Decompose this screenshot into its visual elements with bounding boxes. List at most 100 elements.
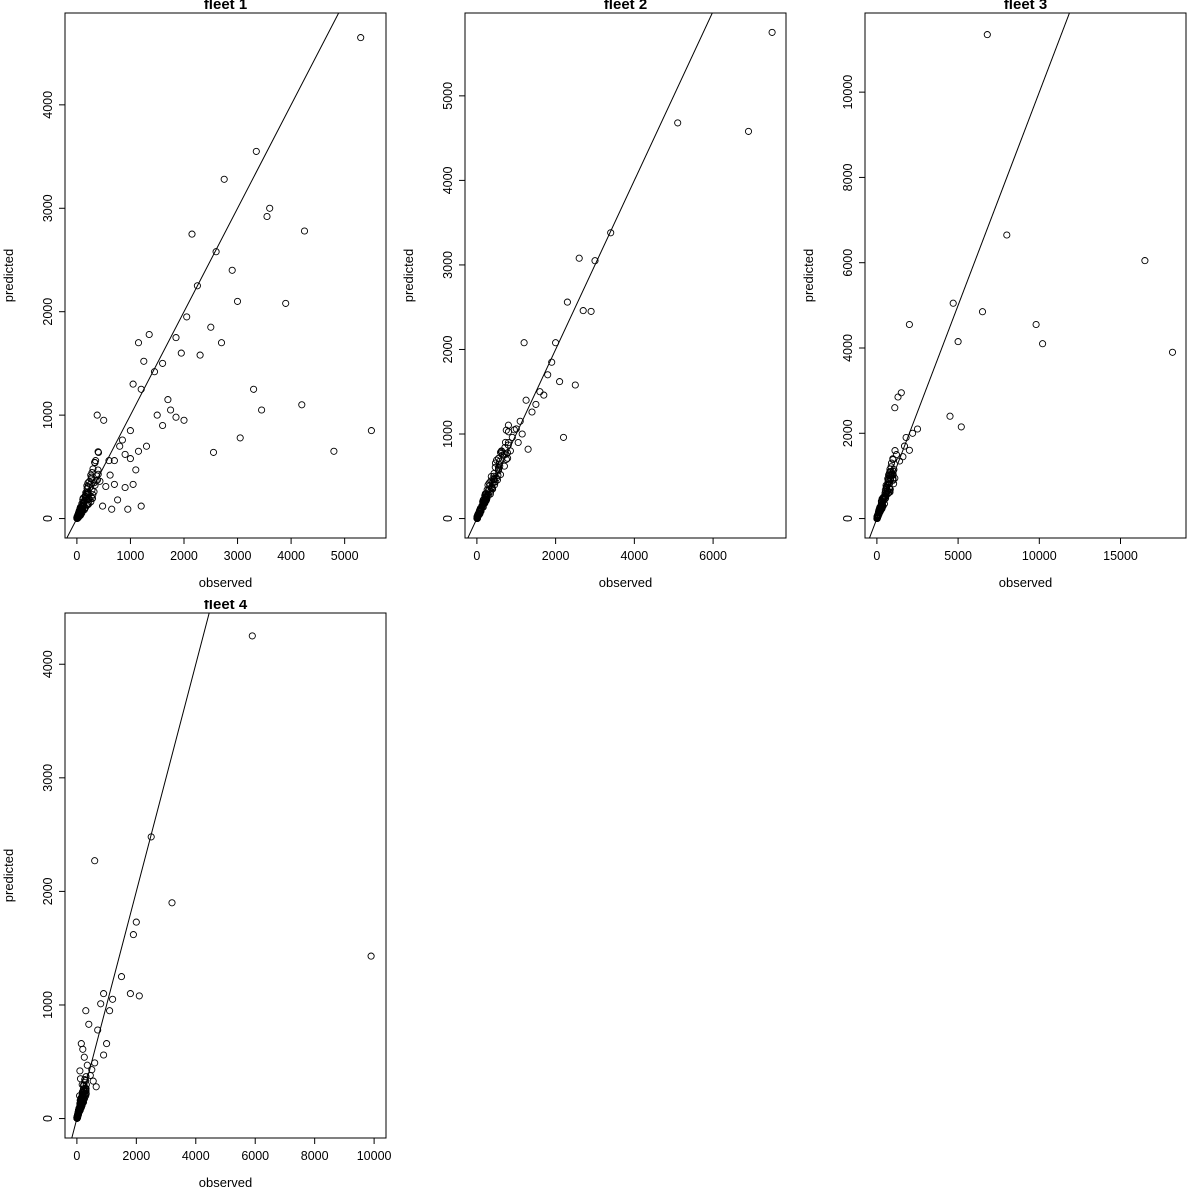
data-point: [88, 486, 96, 494]
plot-title: fleet 4: [204, 600, 248, 613]
data-point: [147, 833, 155, 841]
y-axis-label: predicted: [1, 249, 16, 302]
data-point: [1039, 340, 1047, 348]
data-point: [479, 496, 487, 504]
y-tick-label: 0: [41, 515, 55, 522]
x-tick-label: 10000: [1022, 549, 1057, 563]
y-tick-label: 4000: [41, 91, 55, 119]
data-point: [116, 442, 124, 450]
data-point: [544, 371, 552, 379]
y-tick-label: 6000: [841, 249, 855, 277]
data-point: [248, 632, 256, 640]
x-tick-label: 5000: [944, 549, 972, 563]
x-tick-label: 15000: [1103, 549, 1138, 563]
data-point: [506, 447, 514, 455]
data-point: [89, 1077, 97, 1085]
x-tick-label: 0: [73, 549, 80, 563]
data-point: [520, 339, 528, 347]
x-tick-label: 0: [473, 549, 480, 563]
data-point: [508, 433, 516, 441]
data-point: [87, 471, 95, 479]
y-axis-label: predicted: [401, 249, 416, 302]
data-point: [80, 1082, 88, 1090]
data-point: [367, 427, 375, 435]
y-axis-label: predicted: [1, 849, 16, 902]
x-tick-label: 10000: [357, 1149, 392, 1163]
scatter-plot-fleet-1: 0 1000 2000 3000 4000 5000 0 1000 2000 3000 4000 fl…: [1, 0, 387, 590]
y-tick-label: 2000: [41, 298, 55, 326]
data-point: [890, 480, 898, 488]
data-point: [92, 477, 100, 485]
x-axis-label: observed: [599, 575, 652, 590]
y-tick-label: 1000: [441, 420, 455, 448]
x-tick-label: 6000: [699, 549, 727, 563]
data-point: [77, 1040, 85, 1048]
data-point: [85, 1020, 93, 1028]
data-points: [873, 31, 1177, 523]
x-tick-label: 4000: [620, 549, 648, 563]
data-point: [172, 413, 180, 421]
data-point: [168, 899, 176, 907]
data-point: [493, 456, 501, 464]
data-point: [882, 492, 890, 500]
data-point: [483, 495, 491, 503]
data-point: [134, 447, 143, 455]
data-point: [905, 446, 913, 454]
data-point: [94, 448, 103, 457]
data-point: [1141, 257, 1149, 265]
data-point: [518, 430, 526, 438]
panel-fleet-2: 0 2000 4000 6000 0 1000 2000 3000 4000 5000 fleet …: [400, 0, 800, 600]
scatter-plot-fleet-2: 0 2000 4000 6000 0 1000 2000 3000 4000 5000 fleet …: [401, 0, 787, 590]
data-point: [552, 339, 560, 347]
data-point: [103, 1040, 111, 1048]
y-tick-label: 4000: [41, 650, 55, 678]
x-axis-label: observed: [999, 575, 1052, 590]
y-tick-label: 3000: [41, 194, 55, 222]
data-point: [540, 391, 548, 399]
data-points: [73, 632, 375, 1122]
y-tick-label: 2000: [41, 877, 55, 905]
x-tick-label: 8000: [301, 1149, 329, 1163]
data-point: [579, 307, 587, 315]
data-point: [887, 474, 895, 482]
data-point: [126, 990, 134, 998]
y-tick-label: 3000: [41, 764, 55, 792]
data-point: [1003, 231, 1011, 239]
data-point: [91, 458, 99, 466]
panel-fleet-4: 0 2000 4000 6000 8000 10000 0 1000 2000 3000 4000 f…: [0, 600, 400, 1200]
x-tick-label: 3000: [224, 549, 252, 563]
data-point: [134, 339, 143, 347]
data-point: [476, 504, 484, 513]
data-point: [129, 931, 137, 939]
data-point: [983, 31, 991, 39]
data-point: [571, 381, 579, 389]
data-point: [587, 307, 595, 315]
data-point: [74, 513, 82, 521]
x-tick-label: 5000: [331, 549, 359, 563]
data-point: [180, 416, 188, 424]
y-tick-label: 0: [41, 1115, 55, 1122]
data-point: [84, 490, 92, 498]
data-point: [220, 175, 228, 183]
data-point: [108, 505, 116, 513]
data-point: [196, 351, 204, 359]
plot-title: fleet 3: [1004, 0, 1047, 13]
data-point: [263, 212, 271, 221]
data-point: [82, 1085, 90, 1093]
identity-line: [71, 613, 210, 1138]
plot-title: fleet 2: [604, 0, 647, 13]
data-point: [514, 438, 522, 447]
data-point: [91, 857, 99, 865]
data-point: [118, 436, 126, 444]
data-point: [905, 320, 913, 329]
y-tick-label: 10000: [841, 75, 855, 110]
data-point: [92, 457, 100, 465]
data-point: [97, 1000, 105, 1008]
data-point: [126, 455, 134, 463]
data-point: [536, 388, 544, 396]
data-point: [367, 952, 375, 960]
plot-box: [64, 612, 387, 1139]
x-tick-label: 2000: [170, 549, 198, 563]
data-point: [137, 502, 145, 510]
